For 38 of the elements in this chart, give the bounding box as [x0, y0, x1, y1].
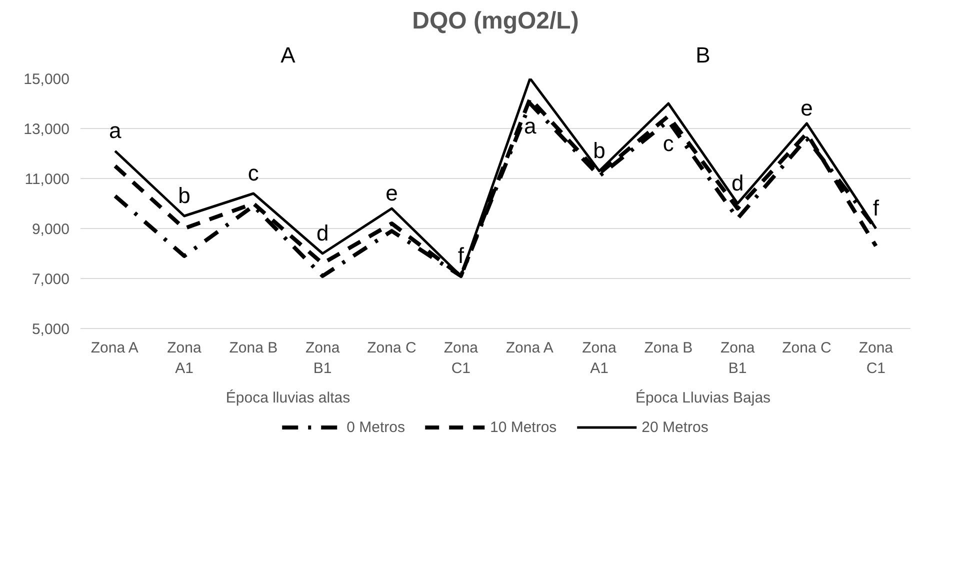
- text: A: [280, 42, 296, 68]
- x-tick-label: Zona C: [782, 340, 832, 356]
- x-tick-label: Zona A: [90, 340, 138, 356]
- legend-label: 10 Metros: [490, 418, 557, 436]
- x-tick-label: Zona B: [229, 340, 278, 356]
- y-tick-label: 5,000: [32, 321, 70, 338]
- x-tick-label: Zona A1: [582, 340, 617, 377]
- annotation: c: [662, 131, 674, 156]
- y-tick-label: 7,000: [32, 271, 70, 288]
- annotation: e: [386, 180, 398, 206]
- annotation: c: [248, 160, 259, 186]
- legend-label: 20 Metros: [642, 418, 708, 436]
- y-tick-label: 13,000: [24, 121, 70, 138]
- x-tick-label: Zona C: [367, 340, 417, 356]
- annotation: b: [178, 183, 190, 208]
- text: Época lluvias altas: [226, 388, 350, 406]
- annotation: b: [593, 138, 606, 163]
- annotation: a: [524, 114, 537, 138]
- x-tick-label: Zona C1: [444, 340, 479, 377]
- annotation: d: [316, 220, 329, 246]
- x-tick-label: Zona A1: [167, 340, 202, 377]
- x-tick-label: Zona A: [506, 340, 554, 356]
- y-tick-label: 9,000: [32, 221, 70, 238]
- annotation: f: [458, 243, 465, 268]
- annotation: f: [872, 196, 880, 220]
- x-tick-label: Zona B1: [305, 340, 340, 377]
- text: Época Lluvias Bajas: [635, 388, 771, 406]
- legend-label: 0 Metros: [346, 418, 405, 436]
- annotation: e: [800, 96, 813, 120]
- x-tick-label: Zona C1: [858, 340, 894, 377]
- chart-title: DQO (mgO2/L): [412, 8, 579, 34]
- y-tick-label: 11,000: [24, 171, 70, 188]
- x-tick-label: Zona B: [644, 340, 693, 356]
- y-tick-label: 15,000: [24, 71, 70, 88]
- annotation: d: [731, 170, 744, 196]
- annotation: a: [108, 118, 122, 143]
- x-tick-label: Zona B1: [720, 340, 756, 377]
- text: B: [696, 42, 710, 68]
